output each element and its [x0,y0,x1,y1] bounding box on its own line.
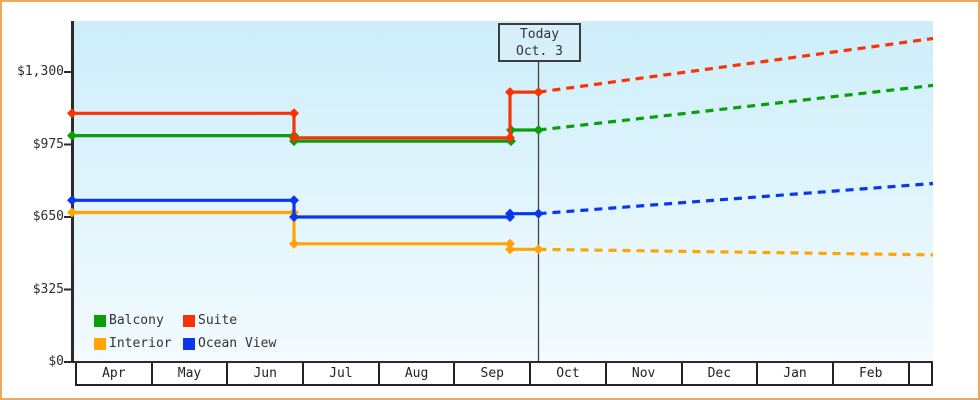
chart-legend: Balcony Suite Interior Ocean View [94,313,276,351]
month-cell-feb: Feb [834,363,910,384]
legend-label: Suite [198,313,238,328]
interior-data-point-marker [505,244,515,255]
suite-history-line [72,90,539,140]
month-cell-oct: Oct [531,363,607,384]
suite-data-point-marker [289,132,299,143]
legend-swatch-suite [183,314,195,327]
legend-item-balcony: Balcony [94,313,183,328]
y-axis-tick-label: $975 [32,136,64,152]
interior-data-point-marker [505,238,515,249]
suite-data-point-marker [67,108,77,119]
legend-label: Balcony [109,313,164,328]
balcony-data-point-marker [67,130,77,141]
month-cell-dec: Dec [683,363,759,384]
ocean-view-history-line [72,198,539,219]
legend-swatch-interior [94,337,106,350]
balcony-history-line [72,128,539,143]
plot-background [73,21,933,362]
month-cell-jun: Jun [228,363,305,384]
y-axis-tick-label: $0 [48,354,64,369]
month-cell-jul: Jul [304,363,380,384]
y-axis-tick-label: $650 [32,209,64,224]
suite-data-point-marker [533,87,544,98]
month-cell-aug: Aug [380,363,456,384]
interior-data-point-marker [289,238,299,249]
legend-item-interior: Interior [94,336,183,351]
month-cell-jan: Jan [758,363,834,384]
interior-forecast-line [538,247,934,257]
ocean-view-data-point-marker [289,195,299,206]
month-cell-nov: Nov [607,363,683,384]
interior-data-point-marker [67,207,77,218]
y-axis-tick-label: $325 [32,281,64,297]
balcony-forecast-line [538,83,934,132]
y-axis-tick-label: $1,300 [17,64,64,79]
suite-data-point-marker [289,108,299,119]
month-cell-partial [910,363,931,384]
x-axis-month-band: Apr May Jun Jul Aug Sep Oct Nov Dec Jan Feb [75,363,933,386]
today-label-line1: Today [519,26,560,42]
month-cell-may: May [153,363,229,384]
ocean-view-data-point-marker [67,195,77,206]
suite-data-point-marker [505,132,515,143]
interior-data-point-marker [533,244,544,255]
legend-label: Interior [109,336,172,351]
legend-item-ocean-view: Ocean View [183,336,276,351]
ocean-view-forecast-line [538,181,934,216]
ocean-view-data-point-marker [289,212,299,222]
ocean-view-data-point-marker [533,208,544,219]
legend-item-suite: Suite [183,313,276,328]
month-cell-apr: Apr [77,363,153,384]
legend-swatch-ocean-view [183,337,195,350]
today-label-line2: Oct. 3 [516,43,563,59]
suite-forecast-line [538,36,934,94]
ocean-view-data-point-marker [505,208,515,219]
today-marker-label: Today Oct. 3 [498,23,581,62]
legend-label: Ocean View [198,336,277,351]
suite-data-point-marker [505,87,515,98]
legend-swatch-balcony [94,314,106,327]
balcony-data-point-marker [533,125,544,135]
month-cell-sep: Sep [455,363,532,384]
